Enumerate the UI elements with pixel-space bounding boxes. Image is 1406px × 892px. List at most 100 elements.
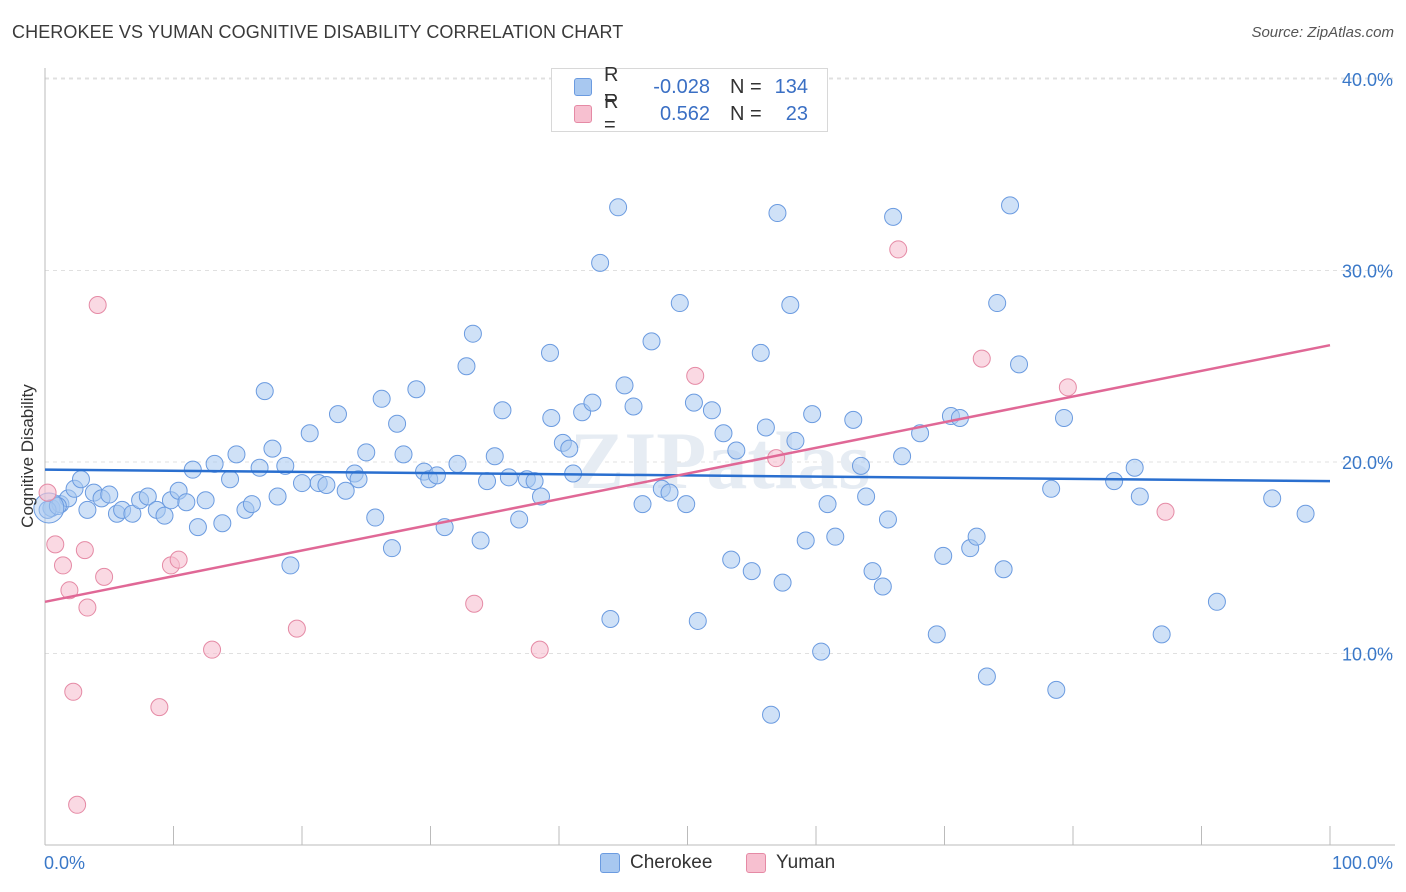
cherokee-point bbox=[478, 472, 497, 491]
cherokee-point bbox=[994, 560, 1013, 579]
n-label: N = bbox=[730, 75, 762, 98]
cherokee-point bbox=[1130, 487, 1149, 506]
cherokee-point bbox=[873, 577, 892, 596]
n-label: N = bbox=[730, 102, 762, 125]
tick-labels: 10.0% 20.0% 30.0% 40.0% 0.0% 100.0% bbox=[44, 70, 1393, 873]
grid bbox=[45, 77, 1395, 654]
cherokee-point bbox=[660, 483, 679, 502]
yuman-point bbox=[972, 349, 991, 368]
cherokee-point bbox=[560, 439, 579, 458]
cherokee-point bbox=[670, 294, 689, 313]
chart-title: CHEROKEE VS YUMAN COGNITIVE DISABILITY C… bbox=[12, 22, 624, 42]
cherokee-point bbox=[493, 401, 512, 420]
cherokee-point bbox=[188, 518, 207, 537]
legend-item-cherokee: Cherokee bbox=[600, 852, 712, 874]
cherokee-point bbox=[100, 485, 119, 504]
cherokee-point bbox=[684, 393, 703, 412]
cherokee-point bbox=[71, 470, 90, 489]
series-legend: Cherokee Yuman bbox=[0, 852, 1406, 878]
cherokee-point bbox=[357, 443, 376, 462]
y-tick-label: 40.0% bbox=[1342, 70, 1393, 90]
cherokee-point bbox=[1001, 196, 1020, 215]
cherokee-point bbox=[893, 447, 912, 466]
cherokee-point bbox=[722, 550, 741, 569]
cherokee-point bbox=[205, 454, 224, 473]
y-tick-label: 30.0% bbox=[1342, 262, 1393, 282]
cherokee-point bbox=[878, 510, 897, 529]
cherokee-point bbox=[300, 424, 319, 443]
cherokee-point bbox=[1105, 472, 1124, 491]
cherokee-point bbox=[196, 491, 215, 510]
yuman-point bbox=[68, 795, 87, 814]
cherokee-point bbox=[1042, 479, 1061, 498]
cherokee-point bbox=[1296, 504, 1315, 523]
cherokee-point bbox=[372, 389, 391, 408]
cherokee-point bbox=[688, 611, 707, 630]
cherokee-point bbox=[263, 439, 282, 458]
x-tick-label: 0.0% bbox=[44, 853, 85, 873]
y-tick-label: 10.0% bbox=[1342, 645, 1393, 665]
yuman-point bbox=[889, 240, 908, 259]
cherokee-point bbox=[510, 510, 529, 529]
cherokee-point bbox=[281, 556, 300, 575]
yuman-point bbox=[686, 366, 705, 385]
cherokee-swatch bbox=[574, 78, 592, 96]
cherokee-point bbox=[727, 441, 746, 460]
yuman-point bbox=[169, 550, 188, 569]
cherokee-point bbox=[213, 514, 232, 533]
cherokee-point bbox=[457, 357, 476, 376]
yuman-point bbox=[38, 483, 57, 502]
yuman-legend-swatch bbox=[746, 853, 766, 873]
cherokee-point bbox=[927, 625, 946, 644]
cherokee-point bbox=[756, 418, 775, 437]
yuman-trend-line bbox=[44, 343, 1331, 604]
cherokee-point bbox=[183, 460, 202, 479]
cherokee-point bbox=[276, 456, 295, 475]
cherokee-point bbox=[844, 410, 863, 429]
n-value: 134 bbox=[774, 75, 808, 98]
cherokee-point bbox=[268, 487, 287, 506]
cherokee-point bbox=[499, 468, 518, 487]
cherokee-point bbox=[293, 474, 311, 493]
cherokee-point bbox=[1207, 592, 1226, 611]
yuman-point bbox=[88, 295, 107, 314]
cherokee-point bbox=[349, 470, 368, 489]
yuman-point bbox=[1156, 502, 1175, 521]
cherokee-point bbox=[884, 207, 903, 226]
cherokee-point bbox=[786, 431, 805, 450]
y-axis-label: Cognitive Disability bbox=[18, 384, 37, 528]
cherokee-point bbox=[826, 527, 845, 546]
cherokee-point bbox=[702, 401, 721, 420]
cherokee-point bbox=[781, 295, 800, 314]
cherokee-point bbox=[934, 546, 953, 565]
cherokee-point bbox=[242, 495, 261, 514]
cherokee-point bbox=[407, 380, 426, 399]
yuman-legend-label: Yuman bbox=[776, 852, 836, 873]
cherokee-point bbox=[851, 456, 870, 475]
yuman-point bbox=[78, 598, 97, 617]
yuman-point bbox=[1058, 378, 1077, 397]
cherokee-point bbox=[714, 424, 733, 443]
cherokee-point bbox=[583, 393, 602, 412]
x-tick-label: 100.0% bbox=[1332, 853, 1393, 873]
yuman-point bbox=[64, 682, 83, 701]
cherokee-point bbox=[1047, 680, 1066, 699]
correlation-legend: R = -0.028 N = 134 R = 0.562 N = 23 bbox=[551, 64, 828, 136]
cherokee-point bbox=[463, 324, 482, 343]
cherokee-point bbox=[803, 405, 822, 424]
cherokee-point bbox=[624, 397, 643, 416]
r-value: 0.562 bbox=[659, 102, 710, 125]
cherokee-legend-label: Cherokee bbox=[630, 852, 713, 873]
cherokee-legend-swatch bbox=[600, 853, 620, 873]
cherokee-point bbox=[227, 445, 246, 464]
cherokee-point bbox=[762, 705, 781, 724]
cherokee-point bbox=[591, 253, 610, 272]
cherokee-point bbox=[366, 508, 385, 527]
yuman-point bbox=[53, 556, 72, 575]
cherokee-point bbox=[857, 487, 876, 506]
cherokee-point bbox=[967, 527, 986, 546]
trend-lines bbox=[44, 343, 1331, 604]
source-label: Source: ZipAtlas.com bbox=[1251, 24, 1394, 41]
yuman-point bbox=[60, 581, 79, 600]
data-points bbox=[33, 196, 1315, 814]
